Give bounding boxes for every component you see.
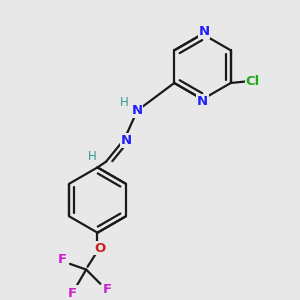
Text: Cl: Cl	[246, 75, 260, 88]
Text: H: H	[87, 150, 96, 163]
Text: O: O	[94, 242, 105, 255]
Text: N: N	[197, 95, 208, 108]
Text: F: F	[103, 283, 112, 296]
Text: N: N	[198, 25, 209, 38]
Text: F: F	[68, 287, 76, 300]
Text: N: N	[120, 134, 131, 147]
Text: F: F	[58, 253, 67, 266]
Text: H: H	[120, 96, 129, 109]
Text: N: N	[132, 104, 143, 117]
